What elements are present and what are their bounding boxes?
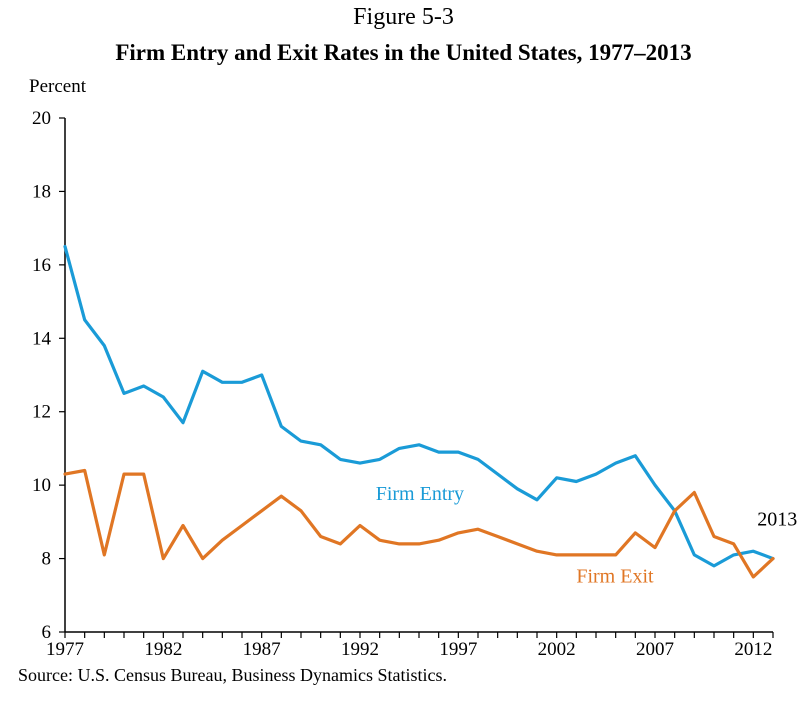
series-line-firm-exit bbox=[63, 468, 775, 579]
y-tick-label: 10 bbox=[32, 475, 51, 496]
x-tick-label: 2012 bbox=[734, 639, 772, 660]
x-tick-label: 2002 bbox=[538, 639, 576, 660]
x-tick-label: 1997 bbox=[439, 639, 477, 660]
x-tick-label: 1992 bbox=[341, 639, 379, 660]
chart-title: Firm Entry and Exit Rates in the United … bbox=[115, 40, 692, 65]
x-tick-label: 1977 bbox=[46, 639, 84, 660]
source-note: Source: U.S. Census Bureau, Business Dyn… bbox=[18, 665, 447, 685]
y-tick-label: 6 bbox=[42, 622, 52, 643]
line-chart: 6 8 10 12 14 16 18 20 1977 1982 1987 1992 1997 2002 20… bbox=[32, 108, 797, 660]
x-tick-label: 1987 bbox=[243, 639, 281, 660]
y-tick-label: 12 bbox=[32, 402, 51, 423]
y-axis-unit-label: Percent bbox=[29, 76, 86, 97]
y-tick-label: 14 bbox=[32, 328, 52, 349]
x-tick-label: 1982 bbox=[144, 639, 182, 660]
annotation-label: 2013 bbox=[757, 509, 797, 531]
y-tick-label: 20 bbox=[32, 108, 51, 129]
figure-label: Figure 5-3 bbox=[353, 4, 454, 30]
y-tick-label: 16 bbox=[32, 255, 51, 276]
y-tick-label: 18 bbox=[32, 181, 51, 202]
x-tick-label: 2007 bbox=[636, 639, 674, 660]
series-label-firm-entry: Firm Entry bbox=[376, 483, 464, 505]
series-label-firm-exit: Firm Exit bbox=[576, 565, 654, 587]
y-tick-label: 8 bbox=[42, 549, 52, 570]
series-line-firm-entry bbox=[63, 244, 775, 568]
